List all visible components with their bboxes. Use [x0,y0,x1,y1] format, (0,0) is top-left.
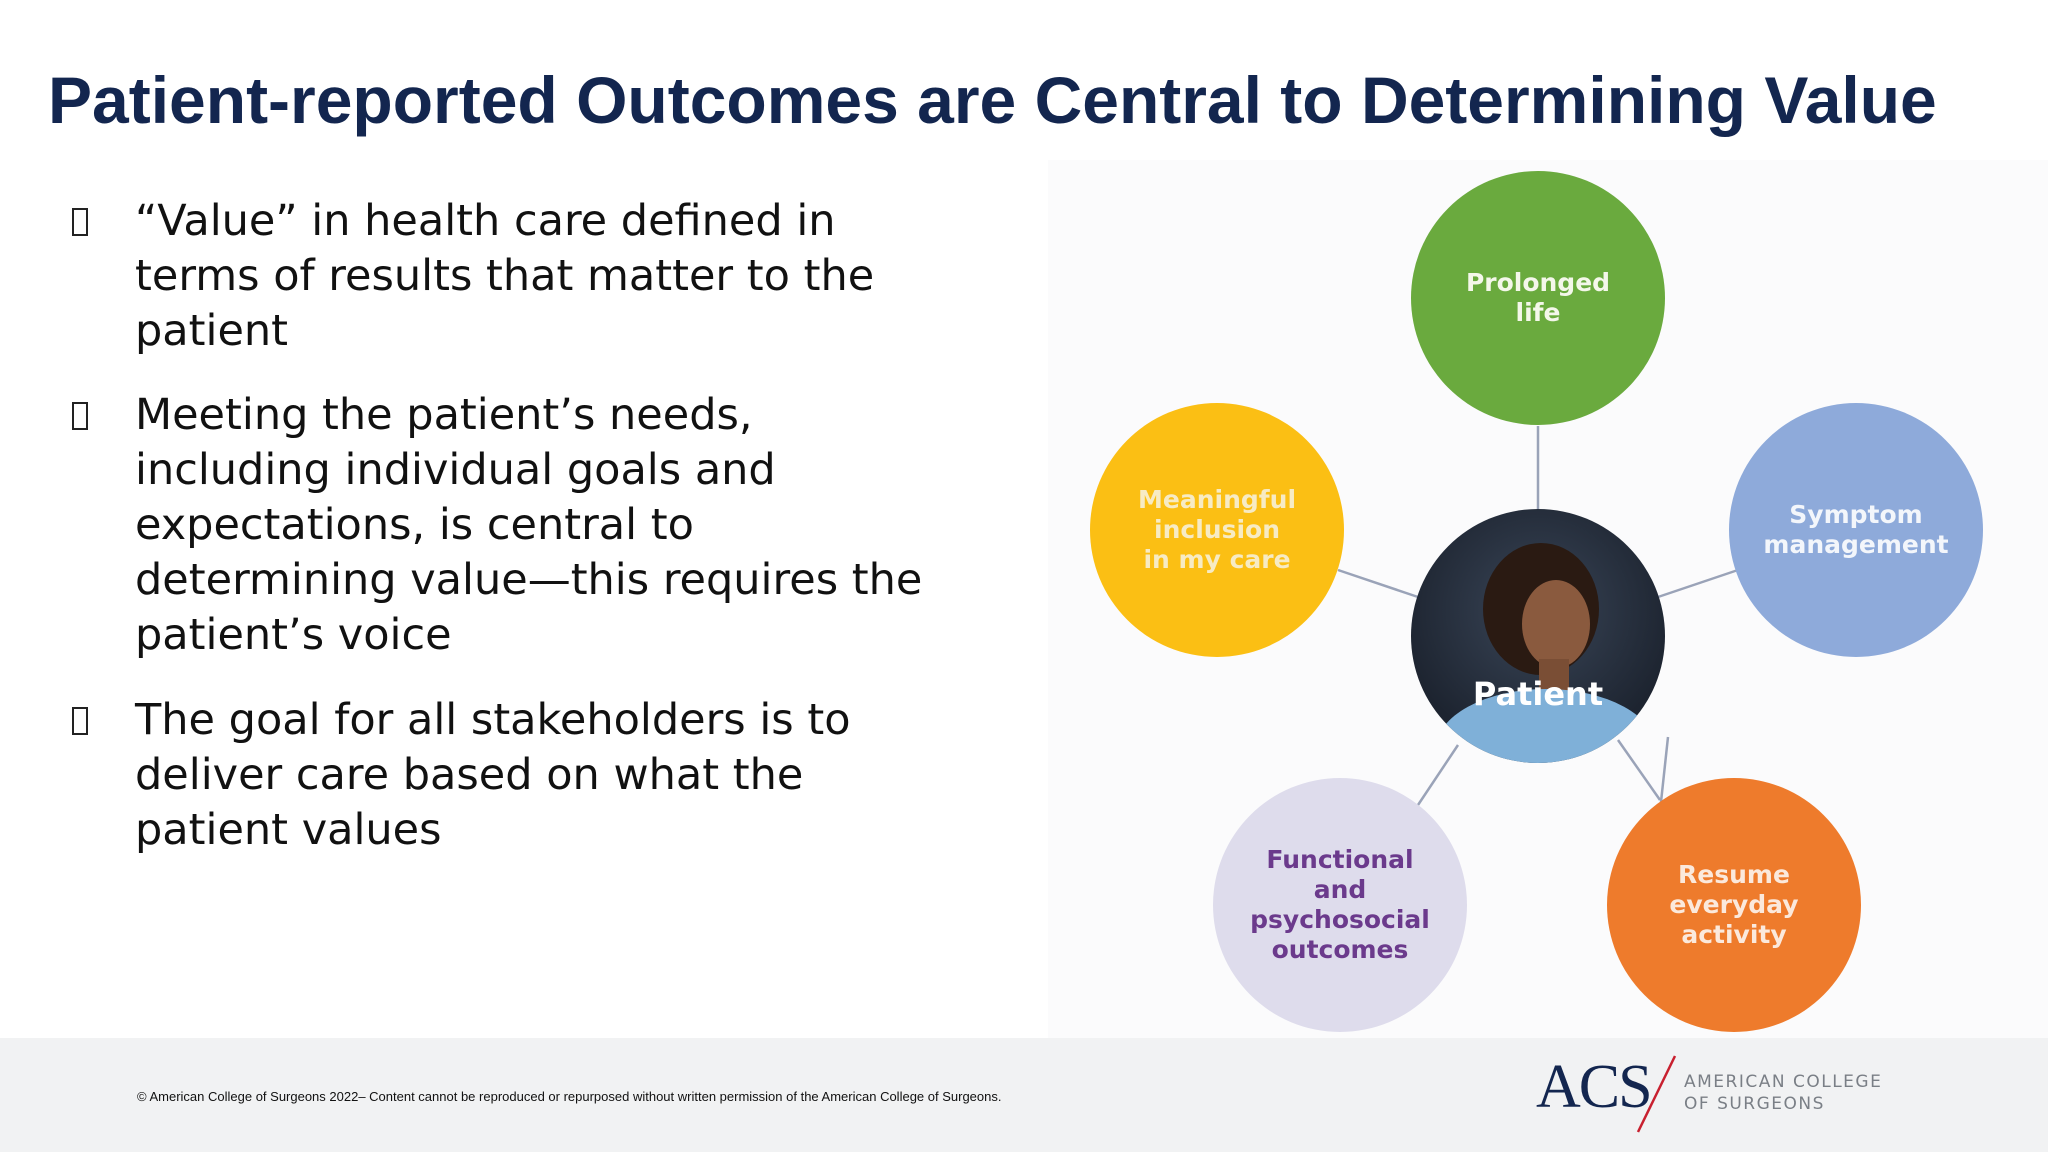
bullet: Meeting the patient’s needs, including i… [72,388,952,663]
shape [1636,1055,1677,1133]
link-line [1657,568,1739,599]
bullet: The goal for all stakeholders is to deli… [72,693,952,858]
patient-label: Patient [1472,675,1604,713]
patient-diagram: Prolonged life Symptom management Resume… [1048,160,2048,1050]
bullet-text: The goal for all stakeholders is to deli… [135,695,851,855]
copyright: © American College of Surgeons 2022– Con… [137,1089,1002,1104]
bullet: “Value” in health care defined in terms … [72,194,952,359]
outcome-node: Prolonged life [1411,171,1665,425]
shape [1436,689,1656,763]
logo-slash [1636,1055,1677,1133]
bullet-icon [72,707,88,735]
bullet-text: “Value” in health care defined in terms … [135,196,875,356]
slide-title: Patient-reported Outcomes are Central to… [48,63,1937,137]
outcome-node: Symptom management [1729,403,1983,657]
logo-text: AMERICAN COLLEGE [1684,1072,1883,1092]
outcome-node: Functional and psychosocial outcomes [1213,778,1467,1032]
shape [1522,580,1590,668]
patient-node: Patient [1411,509,1665,763]
link-line [1659,736,1670,803]
link-line [1337,568,1419,599]
logo-mark: ACS [1536,1053,1653,1121]
bullet-icon [72,208,88,236]
bullet-icon [72,402,88,430]
outcome-node: Meaningful inclusion in my care [1090,403,1344,657]
patient-photo [1436,543,1656,763]
bullet-text: Meeting the patient’s needs, including i… [135,390,923,660]
outcome-node: Resume everyday activity [1607,778,1861,1032]
logo-text: OF SURGEONS [1684,1094,1825,1114]
footer [0,1038,2048,1152]
